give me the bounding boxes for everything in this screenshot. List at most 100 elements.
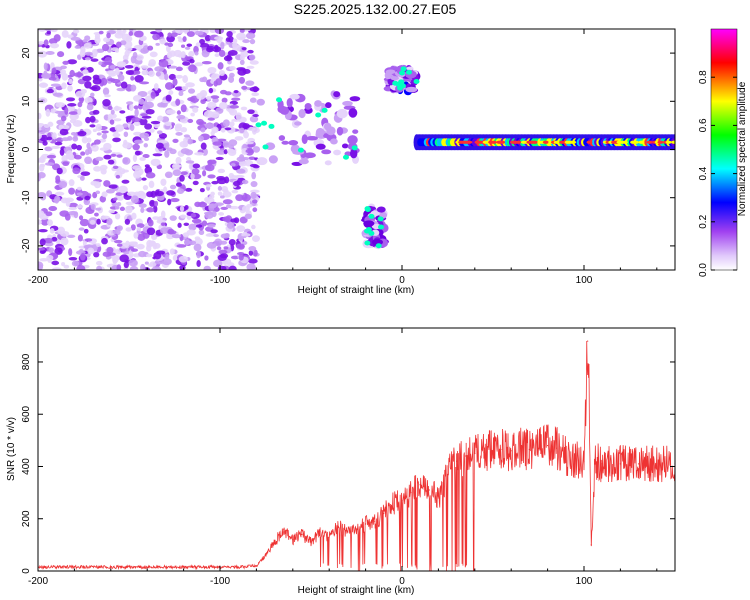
heatmap-cell (52, 92, 63, 97)
heatmap-cell (112, 165, 119, 170)
heatmap-cell (220, 233, 230, 239)
heatmap-cell (180, 171, 188, 176)
heatmap-cell (228, 239, 236, 246)
snr-data-point (656, 463, 658, 465)
snr-data-point (556, 447, 558, 449)
snr-data-point (110, 566, 112, 568)
heatmap-cell (217, 186, 223, 191)
colorbar-axis: 0.0 0.2 0.4 0.6 0.8 (698, 70, 737, 277)
heatmap-cell (175, 182, 182, 187)
heatmap-cell (89, 115, 96, 123)
heatmap-cell (152, 153, 163, 157)
heatmap-cell (198, 135, 204, 142)
heatmap-cell (164, 73, 169, 81)
heatmap-cell (559, 140, 566, 144)
heatmap-cell (217, 191, 223, 196)
heatmap-cell (46, 154, 57, 159)
heatmap-cell (132, 154, 138, 163)
heatmap-cell (61, 30, 69, 38)
heatmap-cell (50, 145, 61, 149)
heatmap-cell (228, 139, 238, 147)
heatmap-cell (103, 37, 111, 43)
heatmap-cell (236, 44, 241, 52)
heatmap-cell (315, 143, 326, 150)
heatmap-cell (542, 140, 549, 144)
snr-data-point (619, 463, 622, 465)
snr-data-point (437, 497, 439, 499)
heatmap-cell (188, 64, 197, 73)
heatmap-cell (94, 139, 101, 145)
heatmap-cell (139, 132, 150, 139)
heatmap-cell (68, 78, 73, 85)
heatmap-cell (201, 76, 208, 83)
snr-data-point (483, 451, 485, 453)
heatmap-cell (78, 227, 85, 231)
heatmap-cell (106, 246, 114, 254)
heatmap-cell (79, 253, 86, 261)
heatmap-cell (140, 113, 148, 117)
heatmap-cell (570, 140, 577, 144)
heatmap-cell (65, 200, 71, 207)
heatmap-cell (116, 225, 123, 231)
heatmap-cell (231, 189, 239, 194)
heatmap-cell (210, 130, 215, 136)
heatmap-cell (183, 134, 190, 138)
heatmap-cell (251, 171, 257, 180)
heatmap-cell (144, 261, 149, 265)
heatmap-cell (204, 255, 209, 261)
heatmap-cell (214, 44, 219, 51)
heatmap-cell (69, 69, 75, 78)
heatmap-cell (66, 234, 76, 238)
heatmap-cell (398, 70, 405, 76)
snr-plot-frame (37, 327, 676, 572)
heatmap-cell (119, 254, 129, 263)
heatmap-cell (68, 111, 79, 115)
heatmap-cell (188, 240, 197, 246)
heatmap-cell (222, 188, 229, 193)
heatmap-cell (107, 105, 113, 111)
snr-data-point (474, 452, 476, 455)
heatmap-cell (38, 40, 45, 45)
heatmap-cell (216, 246, 222, 251)
heatmap-cell (133, 231, 139, 239)
snr-data-point (419, 484, 421, 486)
heatmap-cell (405, 69, 412, 75)
heatmap-cell (235, 112, 242, 121)
heatmap-cell (194, 237, 203, 246)
heatmap-cell (482, 140, 489, 144)
heatmap-cell (297, 147, 304, 153)
heatmap-cell (76, 192, 83, 196)
heatmap-cell (192, 180, 199, 186)
snr-data-point (547, 444, 549, 447)
heatmap-cell (202, 170, 207, 177)
heatmap-cell (115, 192, 124, 196)
heatmap-cell (238, 160, 247, 167)
heatmap-cell (133, 139, 144, 144)
heatmap-cell (251, 92, 260, 97)
heatmap-cell (190, 213, 197, 218)
heatmap-cell (182, 61, 191, 66)
colorbar-tick-label: 0.4 (698, 166, 709, 180)
heatmap-cell (107, 159, 115, 165)
y-tick-label: 800 (21, 353, 32, 370)
heatmap-cell (57, 113, 63, 118)
heatmap-cell (106, 32, 111, 39)
heatmap-cell (177, 36, 182, 40)
heatmap-cell (145, 172, 156, 179)
heatmap-cell (191, 168, 200, 175)
heatmap-cell (102, 99, 111, 107)
heatmap-cell (252, 114, 259, 118)
heatmap-cell (90, 203, 96, 211)
heatmap-cell (553, 140, 560, 144)
heatmap-cell (180, 214, 187, 219)
heatmap-cell (238, 76, 246, 84)
heatmap-cell (278, 135, 286, 141)
heatmap-cell (136, 223, 145, 229)
heatmap-cell (131, 212, 137, 220)
heatmap-cell (242, 68, 251, 74)
heatmap-cell (55, 102, 66, 108)
heatmap-cell (140, 47, 149, 54)
heatmap-cell (91, 144, 99, 152)
heatmap-cell (54, 110, 65, 114)
heatmap-cell (122, 123, 129, 128)
